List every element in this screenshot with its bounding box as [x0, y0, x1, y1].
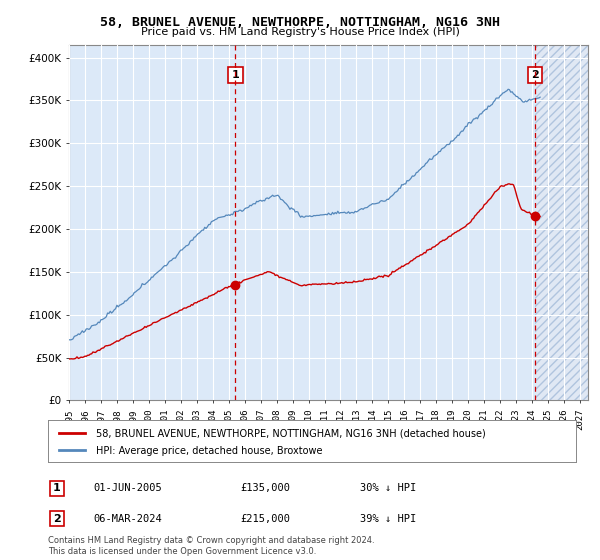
- Text: 2: 2: [53, 514, 61, 524]
- Text: 2: 2: [531, 70, 539, 80]
- Bar: [535, 45, 588, 400]
- Text: £215,000: £215,000: [240, 514, 290, 524]
- Text: 01-JUN-2005: 01-JUN-2005: [93, 483, 162, 493]
- Text: 06-MAR-2024: 06-MAR-2024: [93, 514, 162, 524]
- Text: HPI: Average price, detached house, Broxtowe: HPI: Average price, detached house, Brox…: [95, 446, 322, 456]
- Text: Contains HM Land Registry data © Crown copyright and database right 2024.
This d: Contains HM Land Registry data © Crown c…: [48, 536, 374, 556]
- Text: Price paid vs. HM Land Registry's House Price Index (HPI): Price paid vs. HM Land Registry's House …: [140, 27, 460, 38]
- Text: 1: 1: [53, 483, 61, 493]
- Text: 58, BRUNEL AVENUE, NEWTHORPE, NOTTINGHAM, NG16 3NH: 58, BRUNEL AVENUE, NEWTHORPE, NOTTINGHAM…: [100, 16, 500, 29]
- Text: 39% ↓ HPI: 39% ↓ HPI: [360, 514, 416, 524]
- Text: 30% ↓ HPI: 30% ↓ HPI: [360, 483, 416, 493]
- Text: 1: 1: [232, 70, 239, 80]
- Text: £135,000: £135,000: [240, 483, 290, 493]
- Bar: [535, 45, 588, 400]
- Text: 58, BRUNEL AVENUE, NEWTHORPE, NOTTINGHAM, NG16 3NH (detached house): 58, BRUNEL AVENUE, NEWTHORPE, NOTTINGHAM…: [95, 428, 485, 438]
